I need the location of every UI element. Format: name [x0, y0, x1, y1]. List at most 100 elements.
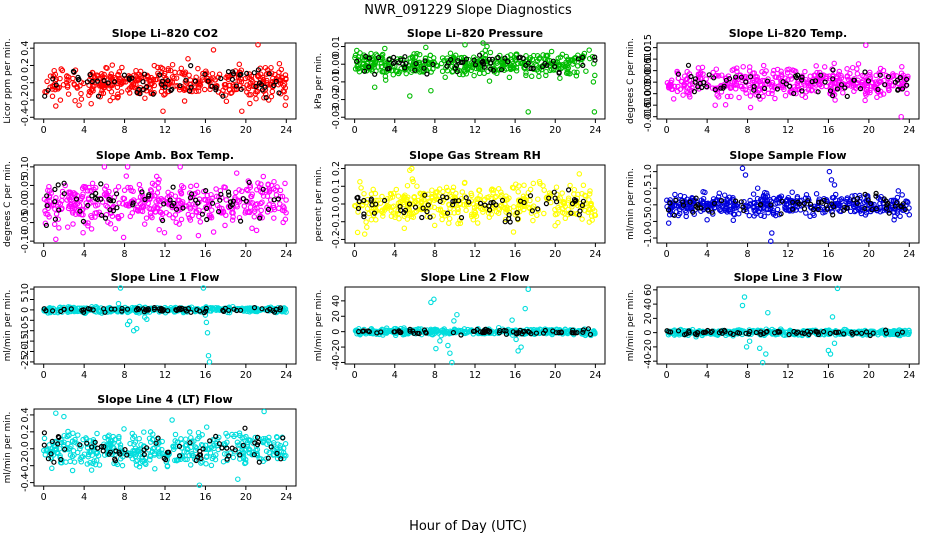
- data-point: [72, 97, 78, 104]
- data-point: [822, 79, 828, 85]
- panel-box: Slope Amb. Box Temp.0 4 8 12 16 20 24-0.10-0.0…: [3, 149, 297, 260]
- data-point: [802, 82, 808, 88]
- data-point: [586, 191, 593, 197]
- y-tick-label: 0.015: [643, 34, 654, 61]
- data-point: [270, 75, 276, 82]
- data-point: [271, 178, 277, 185]
- data-point: [382, 73, 389, 80]
- y-tick-label: -0.2: [20, 91, 31, 110]
- data-point: [94, 73, 101, 79]
- data-point: [119, 80, 125, 87]
- data-point: [533, 62, 540, 69]
- panel-rh: Slope Gas Stream RH0 4 8 12 16 20 24-0.2-0.10.…: [314, 149, 606, 260]
- data-point: [150, 91, 156, 97]
- data-point: [747, 104, 754, 111]
- data-point: [76, 211, 82, 217]
- data-point: [460, 59, 466, 65]
- data-point: [191, 83, 198, 90]
- y-tick-label: -0.005: [643, 78, 654, 109]
- data-point: [895, 188, 902, 194]
- data-point: [266, 71, 272, 77]
- data-point: [249, 225, 255, 232]
- data-point: [507, 64, 513, 71]
- data-point: [859, 85, 866, 91]
- data-point: [140, 79, 146, 85]
- data-point: [106, 188, 112, 195]
- data-point: [204, 75, 210, 81]
- data-point: [370, 186, 376, 193]
- data-point: [177, 83, 183, 89]
- y-tick-label: -0.03: [331, 105, 342, 130]
- data-point: [192, 78, 198, 84]
- data-point: [65, 91, 72, 97]
- panel-title: Slope Line 2 Flow: [421, 271, 530, 284]
- data-point: [382, 45, 388, 52]
- data-point: [771, 83, 778, 89]
- data-point: [260, 173, 267, 180]
- data-point: [899, 64, 905, 70]
- data-point: [704, 84, 710, 90]
- data-point: [732, 82, 739, 88]
- data-point: [280, 88, 287, 94]
- data-point: [780, 79, 786, 85]
- data-point: [45, 211, 51, 218]
- data-point: [255, 67, 261, 73]
- data-point: [64, 76, 70, 83]
- data-point: [276, 90, 282, 96]
- panel-title: Slope Li–820 CO2: [112, 27, 219, 40]
- data-point: [182, 69, 189, 76]
- data-point: [118, 81, 124, 87]
- data-point: [904, 90, 910, 97]
- data-point: [222, 184, 228, 191]
- data-point: [536, 73, 542, 80]
- data-point: [844, 66, 850, 72]
- data-point: [161, 70, 168, 77]
- data-point: [885, 74, 892, 80]
- data-point: [885, 85, 892, 91]
- data-point: [834, 84, 841, 91]
- data-point: [689, 85, 695, 91]
- x-tick-label: 12: [159, 125, 171, 136]
- data-point: [279, 193, 286, 200]
- data-point: [791, 90, 797, 97]
- data-point: [93, 195, 99, 201]
- data-point: [898, 83, 905, 90]
- data-point: [862, 69, 868, 75]
- data-point: [170, 184, 176, 190]
- data-point: [204, 330, 211, 336]
- data-point: [407, 93, 413, 99]
- data-point: [726, 76, 733, 82]
- data-point: [357, 50, 363, 56]
- data-point: [167, 67, 174, 74]
- data-point: [161, 229, 168, 236]
- plot-frame: [656, 286, 920, 365]
- data-point: [897, 213, 903, 220]
- data-point: [895, 86, 901, 93]
- data-point: [904, 82, 910, 88]
- data-point: [513, 336, 519, 343]
- data-point: [529, 56, 536, 63]
- plot-frame: [33, 286, 297, 365]
- data-point: [238, 218, 244, 224]
- data-point: [72, 202, 78, 209]
- data-point: [167, 79, 174, 85]
- data-point: [423, 60, 429, 67]
- data-point: [512, 57, 518, 63]
- data-point: [44, 193, 50, 199]
- data-point: [352, 66, 359, 72]
- data-point: [239, 108, 245, 114]
- data-point: [586, 47, 592, 53]
- data-point: [386, 65, 392, 71]
- data-point: [552, 222, 558, 229]
- data-point: [98, 90, 104, 96]
- data-point: [217, 188, 224, 194]
- data-point: [247, 80, 254, 87]
- data-point: [821, 64, 828, 70]
- y-tick-label: 0: [331, 329, 342, 335]
- data-point: [103, 202, 109, 209]
- data-point: [724, 93, 731, 100]
- data-point: [151, 192, 158, 199]
- data-point: [71, 190, 77, 196]
- data-point: [414, 183, 420, 189]
